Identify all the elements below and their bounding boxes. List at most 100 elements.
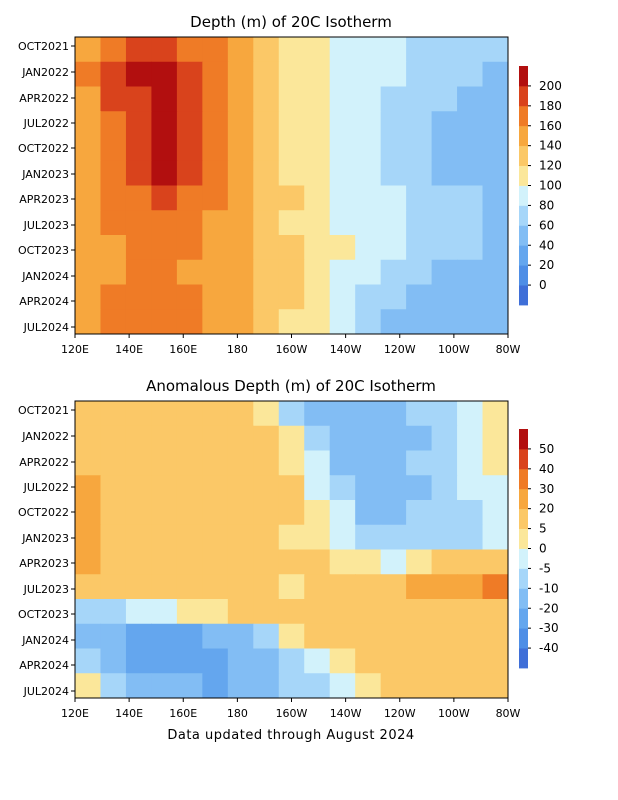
heatmap-cell (431, 524, 458, 551)
heatmap-cell (125, 86, 153, 112)
heatmap-cell (125, 235, 153, 261)
heatmap-cell (355, 210, 382, 236)
heatmap-cell (431, 500, 458, 526)
heatmap-cell (482, 450, 508, 476)
colorbar-tick-label: 60 (539, 218, 554, 232)
heatmap-cell (151, 86, 178, 112)
heatmap-cell (75, 61, 102, 88)
colorbar-swatch (519, 185, 528, 206)
heatmap-cell (227, 549, 254, 575)
y-tick-label: JAN2024 (21, 270, 69, 283)
heatmap-cell (227, 425, 254, 452)
heatmap-cell (125, 61, 153, 88)
x-tick-label: 180 (227, 707, 248, 720)
heatmap-cell (253, 111, 280, 137)
heatmap-cell (457, 136, 484, 162)
heatmap-cell (75, 450, 102, 476)
heatmap-cell (457, 259, 484, 286)
heatmap-cell (202, 450, 229, 476)
heatmap-cell (75, 401, 102, 427)
heatmap-cell (457, 450, 484, 476)
heatmap-cell (253, 475, 280, 501)
heatmap-cell (329, 648, 356, 674)
heatmap-cell (75, 210, 102, 236)
heatmap-cell (431, 450, 458, 476)
heatmap-cell (278, 673, 305, 698)
y-tick-label: JAN2022 (21, 430, 69, 443)
heatmap-cell (125, 37, 153, 63)
colorbar-swatch (519, 488, 528, 510)
heatmap-cell (482, 259, 508, 286)
heatmap-cell (380, 549, 407, 575)
heatmap-cell (75, 648, 102, 674)
heatmap-cell (176, 309, 203, 334)
heatmap-cell (431, 401, 458, 427)
heatmap-cell (151, 284, 178, 310)
colorbar-swatch (519, 548, 528, 569)
heatmap-cell (278, 259, 305, 286)
heatmap-cell (227, 524, 254, 551)
heatmap-cell (176, 185, 203, 211)
heatmap-cell (227, 284, 254, 310)
heatmap-cell (202, 185, 229, 211)
heatmap-cell (355, 425, 382, 452)
heatmap-cell (151, 450, 178, 476)
heatmap-cell (125, 210, 153, 236)
colorbar-swatch (519, 608, 528, 629)
y-tick-label: JAN2022 (21, 66, 69, 79)
heatmap-cell (380, 500, 407, 526)
heatmap-cell (227, 673, 254, 698)
heatmap-cell (406, 259, 433, 286)
heatmap-cell (380, 284, 407, 310)
colorbar-swatch (519, 205, 528, 226)
heatmap-cell (227, 500, 254, 526)
heatmap-cell (253, 86, 280, 112)
heatmap-cell (304, 623, 331, 650)
x-tick-label: 120W (384, 343, 416, 356)
heatmap-cell (482, 425, 508, 452)
heatmap-cell (125, 136, 153, 162)
colorbar-swatch (519, 125, 528, 147)
heatmap-cell (227, 37, 254, 63)
heatmap-cell (329, 401, 356, 427)
heatmap-cell (304, 61, 331, 88)
x-tick-label: 160E (169, 343, 197, 356)
x-axis-top: 120E 140E 160E 180 160W 140W 120W 100W 80W (61, 334, 521, 356)
heatmap-cell (329, 136, 356, 162)
heatmap-cell (457, 309, 484, 334)
heatmap-cell (151, 185, 178, 211)
colorbar-tick-label: 20 (539, 258, 554, 272)
heatmap-cell (100, 648, 127, 674)
heatmap-cell (406, 500, 433, 526)
heatmap-cell (75, 37, 102, 63)
heatmap-cell (329, 160, 356, 187)
heatmap-cell (380, 450, 407, 476)
colorbar-tick-label: 180 (539, 99, 562, 113)
heatmap-cell (278, 210, 305, 236)
heatmap-cell (176, 111, 203, 137)
heatmap-cell (176, 450, 203, 476)
y-tick-label: OCT2023 (18, 244, 69, 257)
colorbar-bottom: -40 -30 -20 -10 -5 0 5 20 30 40 50 (519, 429, 559, 669)
heatmap-cell (227, 136, 254, 162)
heatmap-cell (202, 425, 229, 452)
heatmap-cell (202, 136, 229, 162)
heatmap-cell (176, 160, 203, 187)
heatmap-cell (176, 648, 203, 674)
heatmap-cell (304, 401, 331, 427)
heatmap-cell (151, 160, 178, 187)
heatmap-cell (100, 259, 127, 286)
heatmap-cell (329, 210, 356, 236)
heatmap-cell (304, 549, 331, 575)
heatmap-cell (457, 210, 484, 236)
heatmap-cell (355, 61, 382, 88)
heatmap-cell (151, 37, 178, 63)
colorbar-swatch (519, 66, 528, 87)
heatmap-cell (202, 599, 229, 625)
heatmap-cell (227, 210, 254, 236)
heatmap-cell (100, 574, 127, 600)
colorbar-swatch (519, 165, 528, 186)
x-tick-label: 140E (115, 707, 143, 720)
heatmap-cell (176, 401, 203, 427)
